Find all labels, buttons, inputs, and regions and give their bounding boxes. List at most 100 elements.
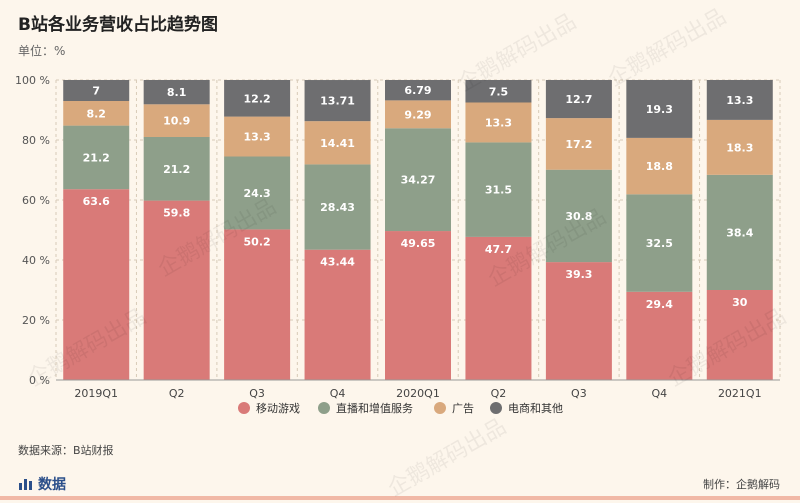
bar-segment <box>143 137 210 201</box>
data-label: 8.2 <box>86 107 106 120</box>
data-label: 63.6 <box>83 195 110 208</box>
data-label: 31.5 <box>485 184 512 197</box>
brand-text: 数据 <box>38 477 66 493</box>
bar-segment <box>465 142 532 237</box>
bar-chart-icon <box>18 477 34 495</box>
data-label: 50.2 <box>244 235 271 248</box>
brand-logo: 数据 <box>18 474 66 495</box>
bar-segment <box>143 104 210 137</box>
data-label: 8.1 <box>167 86 187 99</box>
data-label: 21.2 <box>163 163 190 176</box>
bar-segment <box>385 80 451 101</box>
bar-segment <box>706 80 773 120</box>
data-label: 13.3 <box>485 116 512 129</box>
data-label: 10.9 <box>163 115 190 128</box>
bar-segment <box>63 125 130 190</box>
credit: 制作：企鹅解码 <box>703 478 780 491</box>
x-tick-label: Q4 <box>330 387 346 400</box>
bar-segment <box>626 194 693 292</box>
legend-label: 移动游戏 <box>256 402 300 415</box>
bar-segment <box>385 100 451 129</box>
bar-segment <box>545 169 612 263</box>
bar-segment <box>304 164 371 250</box>
bar-segment <box>143 200 210 380</box>
bar-segment <box>706 119 773 175</box>
legend-swatch <box>318 402 330 414</box>
data-label: 17.2 <box>565 138 592 151</box>
data-label: 43.44 <box>320 256 355 269</box>
data-label: 30.8 <box>565 210 592 223</box>
bar-segment <box>304 249 371 380</box>
bar-segment <box>224 156 291 230</box>
data-label: 39.3 <box>565 268 592 281</box>
data-label: 47.7 <box>485 243 512 256</box>
bar-segment <box>626 80 693 138</box>
legend-swatch <box>434 402 446 414</box>
bar-segment <box>304 80 371 122</box>
bar-segment <box>465 102 532 143</box>
data-label: 13.71 <box>320 95 355 108</box>
bar-segment <box>706 174 773 290</box>
bar-segment <box>63 101 130 126</box>
bar-segment <box>63 80 130 101</box>
data-label: 34.27 <box>401 174 436 187</box>
data-label: 18.3 <box>726 141 753 154</box>
data-label: 7.5 <box>489 85 509 98</box>
x-tick-label: Q2 <box>169 387 185 400</box>
bar-segment <box>385 128 451 232</box>
data-label: 13.3 <box>726 94 753 107</box>
bar-segment <box>626 137 693 195</box>
x-tick-label: Q4 <box>651 387 667 400</box>
bar-segment <box>385 231 451 380</box>
data-label: 29.4 <box>646 298 673 311</box>
y-tick-label: 20 % <box>22 314 50 327</box>
bar-segment <box>224 229 291 380</box>
x-tick-label: Q3 <box>571 387 587 400</box>
data-label: 6.79 <box>404 84 431 97</box>
legend-label: 广告 <box>452 402 474 415</box>
y-tick-label: 0 % <box>29 374 50 387</box>
data-label: 59.8 <box>163 207 190 220</box>
legend-label: 直播和增值服务 <box>336 401 413 415</box>
bar-segment <box>545 262 612 380</box>
bar-segment <box>465 236 532 380</box>
y-tick-label: 100 % <box>15 74 50 87</box>
y-tick-label: 80 % <box>22 134 50 147</box>
data-label: 9.29 <box>404 108 431 121</box>
bar-segment <box>545 80 612 119</box>
x-tick-label: Q2 <box>491 387 507 400</box>
data-label: 30 <box>732 296 748 309</box>
data-label: 12.7 <box>565 93 592 106</box>
x-tick-label: Q3 <box>249 387 265 400</box>
x-tick-label: 2021Q1 <box>718 387 762 400</box>
bar-segment <box>545 118 612 170</box>
stacked-bar-chart: 0 % 20 % 40 % 60 % 80 % 100 % 63.6 21.2 8.2 7 2019… <box>15 74 781 415</box>
data-label: 19.3 <box>646 103 673 116</box>
data-label: 13.3 <box>244 131 271 144</box>
legend-label: 电商和其他 <box>508 401 563 415</box>
y-tick-label: 60 % <box>22 194 50 207</box>
chart-title: B站各业务营收占比趋势图 <box>18 15 218 35</box>
x-tick-label: 2020Q1 <box>396 387 440 400</box>
bar-segment <box>626 291 693 380</box>
data-label: 38.4 <box>726 226 753 239</box>
legend-swatch <box>490 402 502 414</box>
bar-segment <box>224 80 291 117</box>
bar-segment <box>143 80 210 105</box>
data-label: 21.2 <box>83 151 110 164</box>
data-source: 数据来源：B站财报 <box>18 444 114 457</box>
bar-segment <box>706 290 773 380</box>
data-label: 14.41 <box>320 137 355 150</box>
data-label: 24.3 <box>244 187 271 200</box>
unit-label: 单位：% <box>18 44 66 58</box>
bar-segment <box>304 121 371 165</box>
data-label: 49.65 <box>401 237 436 250</box>
data-label: 7 <box>92 85 100 98</box>
data-label: 32.5 <box>646 237 673 250</box>
data-label: 12.2 <box>244 92 271 105</box>
bar-segment <box>63 189 130 380</box>
bar-segment <box>465 80 532 103</box>
data-label: 18.8 <box>646 160 673 173</box>
legend-swatch <box>238 402 250 414</box>
x-tick-label: 2019Q1 <box>74 387 118 400</box>
